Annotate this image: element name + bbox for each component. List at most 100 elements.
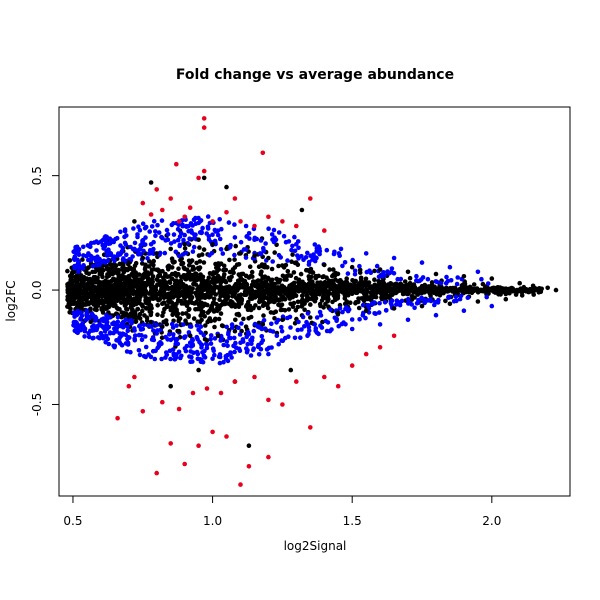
data-point-red — [140, 200, 146, 206]
data-point-black — [329, 286, 335, 292]
data-point-blue — [244, 346, 249, 351]
data-point-blue — [71, 319, 77, 325]
data-point-blue — [188, 359, 193, 365]
data-point-black — [167, 280, 173, 286]
data-point-blue — [217, 217, 222, 222]
data-point-blue — [428, 297, 433, 302]
data-point-blue — [193, 232, 198, 237]
data-point-black — [110, 290, 116, 296]
data-point-red — [196, 175, 201, 181]
data-point-black — [245, 307, 251, 313]
data-point-blue — [261, 245, 266, 251]
data-point-black — [88, 292, 94, 298]
data-point-blue — [345, 271, 351, 276]
data-point-blue — [232, 252, 237, 258]
data-point-black — [127, 265, 133, 271]
data-point-black — [232, 257, 237, 262]
data-point-black — [129, 271, 134, 277]
data-point-blue — [270, 259, 276, 264]
data-point-black — [196, 284, 202, 290]
data-point-blue — [260, 338, 266, 343]
data-point-blue — [199, 230, 204, 236]
data-point-black — [358, 283, 364, 288]
data-point-black — [444, 288, 449, 293]
data-point-black — [310, 281, 316, 287]
data-point-black — [179, 261, 184, 267]
data-point-black — [353, 300, 359, 305]
data-point-black — [93, 301, 98, 307]
data-point-blue — [386, 271, 392, 276]
data-point-blue — [120, 319, 126, 325]
data-point-blue — [237, 332, 243, 337]
data-point-blue — [82, 326, 88, 332]
data-point-black — [74, 279, 80, 284]
data-point-blue — [82, 334, 87, 339]
data-point-black — [179, 274, 184, 280]
data-point-black — [486, 288, 491, 294]
data-point-black — [86, 285, 91, 290]
data-point-blue — [405, 317, 411, 323]
data-point-blue — [176, 349, 182, 355]
data-point-blue — [465, 295, 471, 301]
data-point-black — [128, 302, 134, 307]
data-point-black — [221, 267, 226, 273]
data-point-black — [310, 297, 316, 302]
data-point-black — [256, 305, 262, 311]
data-point-black — [321, 292, 327, 297]
data-point-black — [241, 316, 246, 322]
data-point-black — [493, 289, 498, 294]
data-point-black — [238, 292, 244, 298]
data-point-black — [96, 279, 102, 285]
data-point-black — [148, 180, 154, 185]
data-point-blue — [374, 263, 380, 269]
data-point-blue — [414, 278, 419, 283]
data-point-blue — [221, 359, 226, 365]
data-point-blue — [141, 322, 147, 328]
data-point-black — [132, 310, 138, 316]
data-point-black — [201, 175, 207, 181]
data-point-black — [224, 184, 229, 190]
data-point-blue — [217, 236, 223, 242]
data-point-blue — [224, 339, 230, 344]
chart-title: Fold change vs average abundance — [176, 67, 454, 83]
data-point-blue — [206, 237, 212, 242]
data-point-black — [116, 275, 122, 280]
data-point-blue — [114, 329, 119, 334]
data-point-black — [234, 262, 240, 268]
data-point-black — [338, 289, 344, 294]
data-point-blue — [349, 326, 355, 332]
data-point-black — [272, 250, 278, 255]
data-point-blue — [394, 302, 399, 307]
data-point-blue — [143, 334, 148, 339]
data-point-black — [69, 293, 75, 298]
data-point-blue — [127, 318, 132, 324]
data-point-black — [349, 285, 355, 291]
data-point-blue — [243, 223, 249, 229]
data-point-blue — [292, 335, 298, 341]
data-point-black — [105, 299, 110, 305]
data-point-black — [132, 263, 138, 269]
data-point-black — [471, 282, 477, 287]
data-point-black — [500, 287, 506, 292]
data-point-blue — [182, 335, 187, 341]
data-point-black — [407, 275, 413, 281]
data-point-black — [82, 289, 87, 294]
data-point-blue — [389, 266, 395, 271]
data-point-red — [252, 223, 257, 229]
data-point-blue — [274, 333, 280, 339]
data-point-black — [100, 274, 105, 280]
data-point-blue — [172, 239, 177, 244]
data-point-blue — [295, 253, 300, 258]
x-tick-label: 1.5 — [343, 514, 362, 528]
data-point-black — [190, 272, 195, 278]
data-point-black — [294, 260, 299, 265]
data-point-black — [101, 282, 106, 288]
data-point-blue — [279, 324, 284, 330]
data-point-black — [286, 307, 292, 312]
data-point-black — [460, 290, 466, 295]
data-point-blue — [162, 250, 168, 256]
data-point-black — [164, 284, 170, 289]
data-point-black — [174, 313, 180, 319]
data-point-black — [259, 294, 265, 300]
data-point-black — [236, 312, 242, 318]
